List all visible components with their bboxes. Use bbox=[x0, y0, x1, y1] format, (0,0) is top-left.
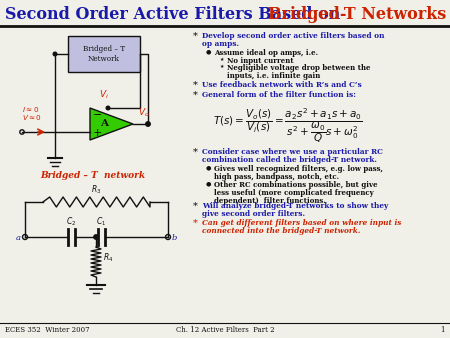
Text: $V\approx 0$: $V\approx 0$ bbox=[22, 113, 42, 122]
Text: Will analyze bridged-T networks to show they: Will analyze bridged-T networks to show … bbox=[202, 202, 388, 210]
Text: Can get different filters based on where input is: Can get different filters based on where… bbox=[202, 219, 401, 227]
Text: less useful (more complicated frequency: less useful (more complicated frequency bbox=[214, 189, 374, 197]
Polygon shape bbox=[90, 108, 133, 140]
Text: Consider case where we use a particular RC: Consider case where we use a particular … bbox=[202, 148, 383, 156]
Text: 1: 1 bbox=[441, 326, 445, 334]
Text: Negligible voltage drop between the: Negligible voltage drop between the bbox=[227, 64, 370, 72]
Text: $R_3$: $R_3$ bbox=[91, 183, 102, 195]
Text: $R_4$: $R_4$ bbox=[103, 252, 113, 265]
Circle shape bbox=[146, 122, 150, 126]
Text: +: + bbox=[93, 128, 103, 138]
Text: Develop second order active filters based on: Develop second order active filters base… bbox=[202, 32, 384, 40]
Text: inputs, i.e. infinite gain: inputs, i.e. infinite gain bbox=[227, 72, 320, 80]
Text: *: * bbox=[193, 219, 198, 228]
Text: combination called the bridged-T network.: combination called the bridged-T network… bbox=[202, 156, 377, 164]
Text: $T(s) = \dfrac{V_o(s)}{V_i(s)} = \dfrac{a_2 s^2 + a_1 s + a_0}{s^2 + \dfrac{\ome: $T(s) = \dfrac{V_o(s)}{V_i(s)} = \dfrac{… bbox=[213, 106, 363, 145]
Text: Gives well recognized filters, e.g. low pass,: Gives well recognized filters, e.g. low … bbox=[214, 165, 383, 173]
FancyBboxPatch shape bbox=[68, 36, 140, 72]
Text: *: * bbox=[193, 81, 198, 90]
Text: Bridged – T  network: Bridged – T network bbox=[40, 171, 145, 180]
Text: Bridged-T Networks: Bridged-T Networks bbox=[268, 6, 446, 23]
Text: ●: ● bbox=[206, 49, 211, 54]
Text: Bridged – T
Network: Bridged – T Network bbox=[83, 45, 125, 63]
Circle shape bbox=[53, 52, 57, 56]
Text: $C_2$: $C_2$ bbox=[67, 215, 76, 227]
Text: $V_i$: $V_i$ bbox=[99, 89, 109, 101]
Text: dependent)  filter functions.: dependent) filter functions. bbox=[214, 197, 326, 205]
Text: *: * bbox=[193, 148, 198, 157]
Text: ECES 352  Winter 2007: ECES 352 Winter 2007 bbox=[5, 326, 90, 334]
Text: *: * bbox=[193, 91, 198, 100]
Text: Assume ideal op amps, i.e.: Assume ideal op amps, i.e. bbox=[214, 49, 318, 57]
Text: ●: ● bbox=[206, 181, 211, 186]
Text: Use feedback network with R’s and C’s: Use feedback network with R’s and C’s bbox=[202, 81, 362, 89]
Text: a: a bbox=[16, 234, 21, 242]
Text: ●: ● bbox=[206, 165, 211, 170]
Text: op amps.: op amps. bbox=[202, 40, 239, 48]
Text: $I\approx 0$: $I\approx 0$ bbox=[22, 105, 39, 114]
Text: b: b bbox=[172, 234, 177, 242]
Text: General form of the filter function is:: General form of the filter function is: bbox=[202, 91, 356, 99]
Text: $C_1$: $C_1$ bbox=[96, 215, 107, 227]
Text: high pass, bandpass, notch, etc.: high pass, bandpass, notch, etc. bbox=[214, 173, 339, 181]
Text: ★: ★ bbox=[220, 64, 225, 69]
Text: connected into the bridged-T network.: connected into the bridged-T network. bbox=[202, 227, 360, 235]
Circle shape bbox=[106, 106, 110, 110]
Text: No input current: No input current bbox=[227, 57, 293, 65]
Text: −: − bbox=[93, 110, 103, 120]
Text: Other RC combinations possible, but give: Other RC combinations possible, but give bbox=[214, 181, 378, 189]
Text: $V_o$: $V_o$ bbox=[138, 106, 150, 119]
Text: *: * bbox=[193, 32, 198, 41]
Text: *: * bbox=[193, 202, 198, 211]
Text: Ch. 12 Active Filters  Part 2: Ch. 12 Active Filters Part 2 bbox=[176, 326, 274, 334]
Circle shape bbox=[94, 235, 98, 239]
Text: Second Order Active Filters Based on: Second Order Active Filters Based on bbox=[5, 6, 346, 23]
Text: ★: ★ bbox=[220, 57, 225, 62]
Text: A: A bbox=[100, 120, 108, 128]
Text: give second order filters.: give second order filters. bbox=[202, 210, 305, 218]
